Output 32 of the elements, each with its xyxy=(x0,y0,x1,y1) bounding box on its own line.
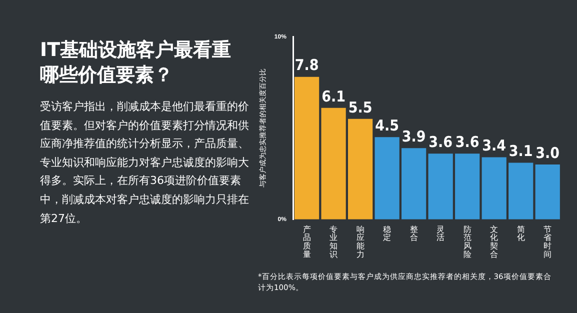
bar xyxy=(321,108,346,220)
data-label: 7.8 xyxy=(294,56,319,74)
bar xyxy=(402,148,426,220)
x-tick-label: 节省时间 xyxy=(544,224,552,260)
x-tick-label: 专业知识 xyxy=(330,224,338,260)
data-label: 3.6 xyxy=(455,132,480,151)
data-label: 3.0 xyxy=(536,144,560,162)
x-tick-label: 整合 xyxy=(410,224,418,242)
bar xyxy=(482,157,506,220)
data-label: 3.9 xyxy=(402,128,426,146)
bar xyxy=(455,154,480,220)
text: 受访客户指出，削减成本是他们最看重的价值要素。但对客户的价值要素打分情况和供应商净推荐值的统计分析显示，产品质量、专业知识和响应能力对客户忠诚度的影响大得多。实际上，在所有36项进阶价值要素中，削减成本对客户忠诚度的影响力只排在第27位。 xyxy=(40,99,250,227)
x-tick-label: 响应能力 xyxy=(356,224,364,260)
bar xyxy=(508,162,534,220)
x-tick-label: 稳定 xyxy=(383,224,392,242)
bar xyxy=(374,137,400,220)
bar xyxy=(428,154,453,220)
bar xyxy=(348,118,373,220)
x-tick-label: 简化 xyxy=(516,224,525,242)
data-label: 5.5 xyxy=(348,98,372,116)
x-tick-label: 文化契合 xyxy=(490,224,498,260)
x-tick-label: 防范风险 xyxy=(463,224,472,260)
bar xyxy=(535,164,560,220)
x-tick-label: 灵活 xyxy=(436,224,445,242)
x-tick-label: 产品质量 xyxy=(302,224,311,260)
data-label: 4.5 xyxy=(375,116,400,135)
bar xyxy=(294,76,320,220)
text: IT基础设施客户最看重哪些价值要素？ xyxy=(40,38,232,88)
data-label: 3.1 xyxy=(508,142,533,160)
data-label: 3.6 xyxy=(428,132,453,151)
data-label: 3.4 xyxy=(482,136,506,155)
data-label: 6.1 xyxy=(322,87,346,106)
